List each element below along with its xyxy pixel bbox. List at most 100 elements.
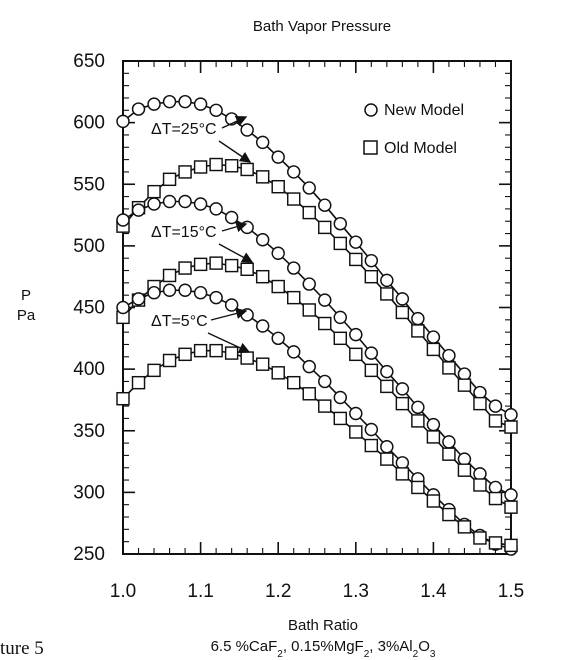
old-model-point [457, 520, 472, 534]
old-model-point [504, 538, 518, 553]
new-model-point [178, 283, 192, 297]
new-model-point [255, 232, 270, 247]
old-model-point [302, 303, 316, 317]
old-model-point [473, 396, 487, 411]
new-model-point [395, 292, 410, 306]
new-model-point [209, 202, 223, 216]
old-model-point [349, 252, 363, 267]
axes-ticks: 1.0 1.1 1.2 1.3 1.4 1.5 250 300 350 400 450 500 550 6… [73, 51, 524, 602]
old-model-point [395, 305, 410, 320]
series-layer [116, 94, 518, 556]
chart-subtitle: 6.5 %CaF2, 0.15%MgF2, 3%Al2O3 [211, 638, 436, 660]
figure-caption: ture 5 [0, 638, 44, 659]
new-model-point [131, 203, 146, 217]
old-model-point [255, 269, 270, 284]
x-tick-label: 1.3 [343, 581, 369, 602]
annotation-dt-5: ΔT=5°C [151, 313, 208, 330]
new-model-point [162, 194, 177, 209]
new-model-point [193, 285, 208, 300]
x-tick-label: 1.1 [187, 581, 213, 602]
new-model-point [333, 216, 348, 231]
y-axis-unit: Pa [17, 307, 36, 324]
new-model-point [504, 408, 518, 422]
new-model-point [442, 435, 456, 449]
new-model-point [147, 285, 161, 300]
new-model-point [426, 330, 441, 344]
annotation-arrow-dt-25-lower [218, 140, 252, 163]
new-model-point [349, 235, 363, 249]
old-model-point [333, 411, 348, 426]
new-model-point [193, 197, 208, 211]
y-tick-label: 600 [73, 113, 105, 134]
y-tick-label: 250 [73, 544, 105, 565]
new-model-point [457, 452, 472, 466]
old-model-point [224, 159, 239, 173]
new-model-point [302, 359, 316, 374]
new-model-point [178, 194, 192, 209]
new-model-point [380, 440, 394, 454]
old-model-point [131, 375, 146, 390]
new-model-point [364, 346, 379, 360]
old-model-point [116, 391, 130, 406]
old-model-point [364, 363, 379, 378]
old-model-point [488, 414, 503, 428]
new-model-point [209, 103, 223, 118]
old-model-point [349, 347, 363, 362]
new-model-point [395, 456, 410, 470]
new-model-point [364, 253, 379, 268]
x-tick-label: 1.4 [420, 581, 447, 602]
old-model-point [178, 347, 192, 362]
new-model-point [162, 94, 177, 109]
new-model-point [473, 385, 487, 400]
y-tick-label: 350 [73, 421, 105, 442]
new-model-point [286, 261, 301, 275]
new-model-point [488, 399, 503, 413]
old-model-point [302, 387, 316, 401]
legend-marker-old-model [363, 140, 378, 155]
old-model-point [162, 353, 177, 368]
old-model-point [302, 205, 316, 220]
new-model-point [302, 181, 316, 195]
old-model-point [271, 279, 285, 294]
legend-label-new-model: New Model [384, 102, 464, 119]
annotation-arrow-dt-5-lower [207, 332, 251, 353]
old-model-point [193, 343, 208, 358]
old-model-point [380, 379, 394, 394]
new-model-point [380, 273, 394, 288]
new-model-point [318, 198, 332, 212]
legend-marker-new-model [364, 103, 378, 117]
old-model-point [504, 500, 518, 514]
new-model-point [240, 123, 254, 137]
old-model-line-3 [122, 262, 512, 508]
new-model-point [364, 422, 379, 437]
old-model-point [147, 184, 161, 199]
new-model-point [178, 94, 192, 109]
new-model-point [286, 165, 301, 179]
x-tick-label: 1.5 [498, 581, 524, 602]
old-model-point [318, 316, 332, 331]
new-model-point [224, 298, 239, 312]
old-model-point [224, 346, 239, 360]
old-model-point [333, 331, 348, 346]
new-model-point [240, 220, 254, 235]
new-model-point [255, 319, 270, 333]
new-model-point [333, 390, 348, 405]
old-model-point [364, 269, 379, 284]
old-model-point [364, 438, 379, 453]
old-model-point [147, 363, 161, 378]
x-tick-label: 1.2 [265, 581, 291, 602]
new-model-point [349, 327, 363, 342]
old-model-point [488, 491, 503, 506]
old-model-point [457, 378, 472, 392]
new-model-point [286, 345, 301, 359]
new-model-point [147, 97, 161, 111]
annotation-dt-15: ΔT=15°C [151, 224, 217, 241]
new-model-point [457, 367, 472, 381]
old-model-point [457, 463, 472, 477]
old-model-point [240, 351, 254, 365]
old-model-point [209, 343, 223, 358]
x-tick-label: 1.0 [110, 581, 136, 602]
old-model-point [193, 257, 208, 272]
new-model-point [442, 348, 456, 363]
